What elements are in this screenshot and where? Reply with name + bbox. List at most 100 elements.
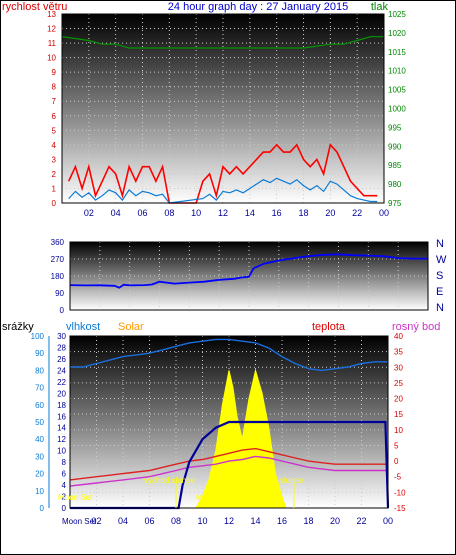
temp-x-tick: 16 [277,516,287,526]
temp-x-tick: 00 [383,516,393,526]
temp-y-tick: 40 [394,332,403,341]
wind-x-tick: 12 [218,208,228,218]
pressure-y-tick: 1025 [388,10,406,19]
pressure-y-tick: 1020 [388,29,406,38]
wind-y-tick: 5 [52,126,57,135]
temp-y-tick: -5 [394,473,402,482]
temp-x-tick: 22 [356,516,366,526]
rain-y-tick: 60 [35,401,44,410]
pressure-y-tick: 985 [388,161,402,170]
direction-plot-border [69,241,429,311]
wind-x-tick: 00 [379,208,389,218]
temp-x-tick: 20 [330,516,340,526]
pressure-y-tick: 990 [388,142,402,151]
wind-gust-line [67,143,378,204]
temp-y-tick: 15 [394,410,403,419]
wind-y-tick: 0 [52,199,57,208]
temp-y-tick: 10 [394,426,403,435]
direction-line [69,253,428,289]
humidity-y-tick: 30 [57,332,66,341]
pressure-y-tick: 1010 [388,67,406,76]
humidity-y-tick: 10 [57,447,66,456]
wind-y-tick: 13 [47,10,56,19]
rain-y-tick: 100 [31,332,45,341]
temp-y-tick: -10 [394,488,406,497]
temp-plot-border [69,335,389,509]
moon-rise-label: Moon Rise [196,493,235,502]
direction-y-tick: 270 [51,255,65,264]
pressure-y-tick: 975 [388,199,402,208]
temp-y-tick: 30 [394,363,403,372]
rain-y-tick: 30 [35,452,44,461]
legend-label: teplota [312,321,346,333]
wind-x-tick: 06 [137,208,147,218]
pressure-line [61,36,384,49]
humidity-y-tick: 24 [57,366,66,375]
pressure-y-tick: 1000 [388,105,406,114]
solar-area [195,368,287,509]
humidity-y-tick: 6 [62,470,67,479]
humidity-y-tick: 2 [62,493,67,502]
legend-label: Solar [118,321,144,333]
temperature-line [69,447,388,481]
rain-y-tick: 10 [35,487,44,496]
sunset-label: západ slunce [256,476,304,485]
temp-y-tick: -15 [394,504,406,513]
humidity-y-tick: 0 [62,504,67,513]
rain-y-tick: 40 [35,435,44,444]
direction-y-tick: 0 [60,306,65,315]
temp-x-tick: 18 [303,516,313,526]
humidity-y-tick: 8 [62,458,67,467]
humidity-y-tick: 18 [57,401,66,410]
moon-set-bottom-label: Moon Set [62,517,97,526]
temp-x-tick: 08 [171,516,181,526]
temp-x-tick: 14 [250,516,260,526]
temp-x-tick: 02 [91,516,101,526]
wind-x-tick: 20 [325,208,335,218]
wind-x-tick: 14 [245,208,255,218]
wind-y-tick: 11 [48,39,57,48]
sunrise-label: východ slunce [144,476,195,485]
wind-y-tick: 4 [52,141,57,150]
humidity-y-tick: 14 [57,424,66,433]
humidity-line [70,338,388,372]
moon-set-label: Moon Set [58,493,93,502]
rain-y-tick: 90 [35,349,44,358]
chart-title: 24 hour graph day : 27 January 2015 [168,1,348,13]
compass-label: N [436,302,444,314]
wind-y-tick: 9 [52,68,57,77]
wind-plot-border [61,13,385,204]
compass-label: W [436,254,447,266]
compass-label: S [436,270,443,282]
pressure-y-tick: 1015 [388,48,406,57]
temp-x-tick: 06 [144,516,154,526]
wind-x-tick: 18 [298,208,308,218]
humidity-y-tick: 22 [57,378,66,387]
rain-y-tick: 70 [35,384,44,393]
humidity-y-tick: 28 [57,343,66,352]
pressure-axis-label: tlak [371,1,389,13]
wind-plot-area [62,14,384,203]
humidity-y-tick: 12 [57,435,66,444]
rain-y-tick: 0 [40,504,45,513]
humidity-y-tick: 16 [57,412,66,421]
wind-x-tick: 08 [164,208,174,218]
humidity-y-tick: 4 [62,481,67,490]
temp-y-tick: 35 [394,348,403,357]
wind-y-tick: 1 [52,184,57,193]
wind-y-tick: 12 [47,25,56,34]
wind-y-tick: 7 [52,97,57,106]
legend-label: vlhkost [66,321,100,333]
wind-x-tick: 04 [111,208,121,218]
direction-y-tick: 180 [51,272,65,281]
compass-label: E [436,286,443,298]
temp-x-tick: 04 [118,516,128,526]
wind-y-tick: 3 [52,155,57,164]
temp-x-tick: 10 [197,516,207,526]
wind-y-tick: 6 [52,112,57,121]
wind-x-tick: 22 [352,208,362,218]
compass-label: N [436,238,444,250]
wind-y-tick: 8 [52,83,57,92]
rain-y-tick: 80 [35,366,44,375]
